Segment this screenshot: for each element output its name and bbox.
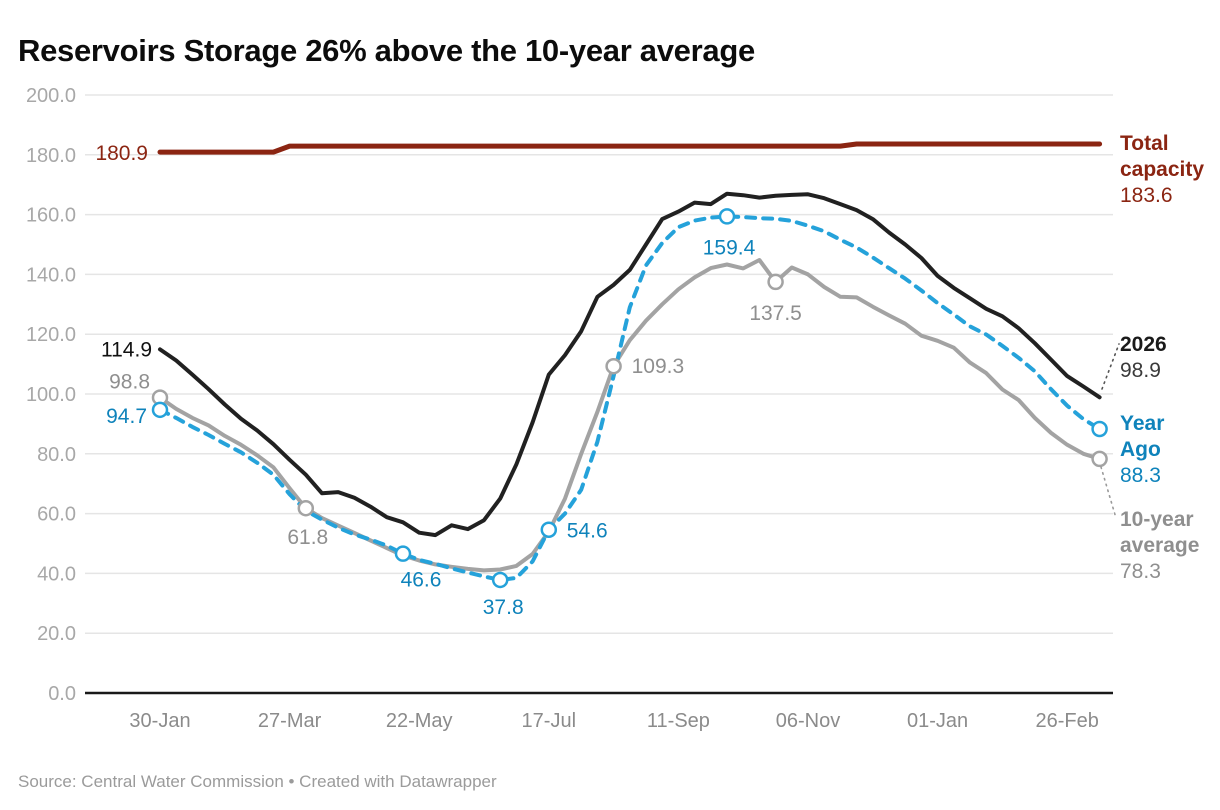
x-tick-label: 11-Sep [647, 710, 710, 732]
x-tick-label: 22-May [386, 710, 453, 732]
marker-year-ago-week-15 [394, 545, 412, 562]
point-label-137.5: 137.5 [749, 302, 802, 325]
y-tick-label: 0.0 [48, 683, 76, 705]
x-tick-label: 01-Jan [907, 710, 968, 732]
point-label-37.8: 37.8 [483, 596, 524, 619]
marker-10-year-average-week-9 [297, 499, 315, 517]
y-tick-label: 80.0 [37, 444, 76, 466]
y-tick-label: 180.0 [26, 145, 76, 167]
y-tick-label: 20.0 [37, 623, 76, 645]
point-label-61.8: 61.8 [287, 526, 328, 549]
end-label-value-183.6: 183.6 [1120, 184, 1173, 207]
marker-year-ago-week-21 [491, 571, 509, 589]
source-note: Source: Central Water Commission • Creat… [18, 772, 497, 791]
marker-10-year-average-week-38 [767, 273, 784, 291]
end-label-name-2026: 2026 [1120, 333, 1167, 356]
point-label-94.7: 94.7 [106, 405, 147, 428]
marker-10-year-average-week-58 [1091, 450, 1108, 468]
y-tick-label: 60.0 [37, 504, 76, 526]
point-label-46.6: 46.6 [401, 569, 442, 592]
data-point-markers [151, 208, 1108, 589]
gridlines [85, 94, 1113, 634]
marker-year-ago-week-58 [1091, 420, 1108, 438]
marker-year-ago-week-35 [718, 208, 736, 225]
y-tick-label: 140.0 [26, 264, 76, 286]
point-label-159.4: 159.4 [703, 236, 756, 259]
y-tick-label: 160.0 [26, 205, 76, 227]
end-label-name-10-year-average: 10-year average [1120, 508, 1199, 557]
series-end-labels: Total capacity 183.6 2026 98.9 Year Ago 88.3 10-… [1100, 132, 1204, 583]
series-line-total-capacity [157, 141, 1103, 155]
y-tick-label: 200.0 [26, 85, 76, 107]
end-label-value-88.3: 88.3 [1120, 464, 1161, 487]
y-tick-label: 100.0 [26, 384, 76, 406]
end-label-value-98.9: 98.9 [1120, 359, 1161, 382]
x-tick-label: 06-Nov [776, 710, 840, 732]
point-label-180.9: 180.9 [95, 142, 148, 165]
x-axis-labels: 30-Jan 27-Mar 22-May 17-Jul 11-Sep 06-Nov 01-J… [129, 710, 1098, 732]
end-label-name-total-capacity: Total capacity [1120, 132, 1204, 181]
series-line-year-ago [158, 214, 1102, 582]
point-labels: 180.9 114.9 98.8 94.7 61.8 46.6 37.8 54.6 109.3 1… [95, 142, 801, 619]
y-axis-labels: 0.0 20.0 40.0 60.0 80.0 100.0 120.0 140.0 160.0 1… [26, 85, 76, 705]
point-label-109.3: 109.3 [632, 355, 685, 378]
x-tick-label: 17-Jul [522, 710, 576, 732]
marker-10-year-average-week-28 [605, 357, 622, 375]
marker-year-ago-week-0 [151, 401, 169, 419]
point-label-98.8: 98.8 [109, 371, 150, 394]
x-tick-label: 30-Jan [129, 710, 190, 732]
chart-title: Reservoirs Storage 26% above the 10-year… [18, 32, 755, 68]
marker-year-ago-week-24 [540, 521, 558, 538]
end-label-name-year-ago: Year Ago [1120, 412, 1164, 461]
label-connector-line [1101, 343, 1120, 390]
end-label-value-78.3: 78.3 [1120, 560, 1161, 583]
x-tick-label: 27-Mar [258, 710, 322, 732]
x-tick-label: 26-Feb [1036, 710, 1099, 732]
y-tick-label: 120.0 [26, 324, 76, 346]
label-connector-line [1100, 466, 1117, 519]
y-tick-label: 40.0 [37, 563, 76, 585]
point-label-114.9: 114.9 [101, 338, 152, 361]
point-label-54.6: 54.6 [567, 520, 608, 543]
series-line-2026 [158, 191, 1102, 538]
